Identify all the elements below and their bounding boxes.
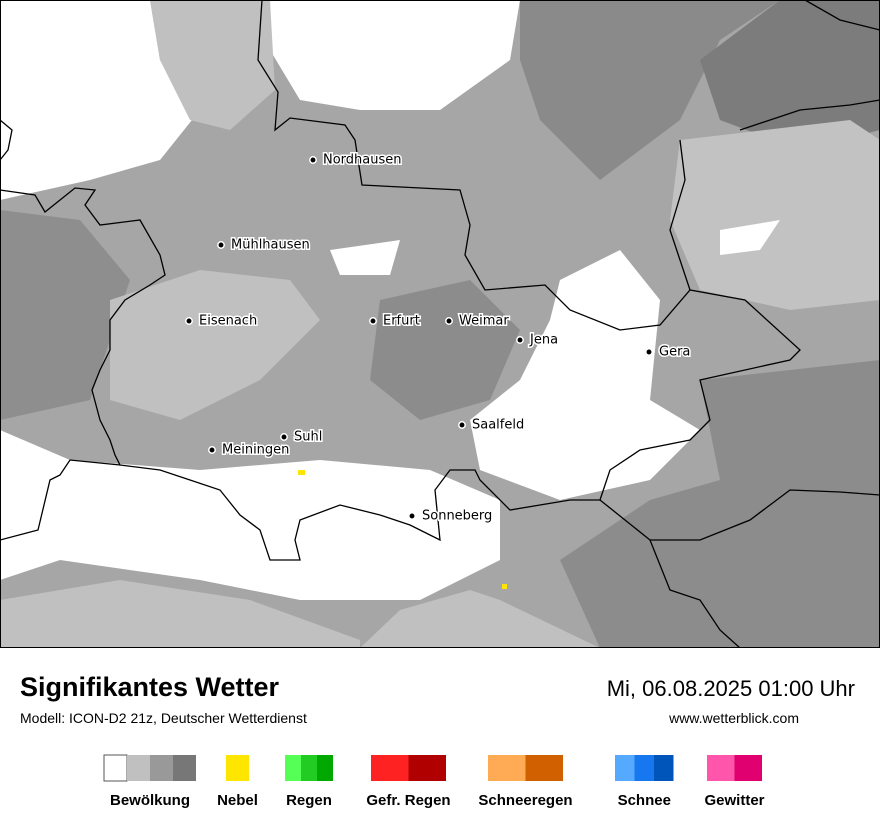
- city-label: Gera: [659, 345, 690, 360]
- legend-swatch: [615, 755, 635, 781]
- city-label: Mühlhausen: [231, 238, 310, 253]
- legend-swatch: [301, 755, 317, 781]
- legend-label: Gewitter: [704, 792, 764, 809]
- datetime: Mi, 06.08.2025 01:00 Uhr: [606, 676, 855, 701]
- clear-area: [720, 220, 780, 255]
- legend-swatch: [285, 755, 301, 781]
- city-label: Saalfeld: [472, 418, 524, 433]
- city-dot: [445, 317, 453, 325]
- city-dot: [217, 241, 225, 249]
- title: Signifikantes Wetter: [20, 672, 280, 702]
- cloud-light: [670, 120, 880, 310]
- clear-area: [0, 0, 200, 200]
- legend-label: Regen: [286, 792, 332, 809]
- legend-label: Gefr. Regen: [366, 792, 450, 809]
- clear-area: [330, 240, 400, 275]
- cloud-light: [150, 0, 275, 130]
- city-dot: [208, 446, 216, 454]
- legend-label: Schneeregen: [478, 792, 572, 809]
- fog-pixel: [502, 584, 507, 589]
- website: www.wetterblick.com: [669, 710, 799, 726]
- cloud-light: [0, 580, 360, 648]
- city-dot: [309, 156, 317, 164]
- cloud-medium: [370, 280, 520, 420]
- legend-swatch: [173, 755, 196, 781]
- legend-swatch: [488, 755, 526, 781]
- cloud-dark: [700, 0, 880, 150]
- cloud-light: [110, 270, 320, 420]
- cities: Nordhausen Mühlhausen Eisenach Erfurt Weimar…: [185, 151, 692, 525]
- legend-swatch: [707, 755, 735, 781]
- legend-label: Bewölkung: [110, 792, 190, 809]
- city-label: Jena: [529, 333, 558, 348]
- cloud-medium: [0, 210, 130, 420]
- legend-swatch: [103, 754, 128, 782]
- city-dot: [408, 512, 416, 520]
- legend-swatch: [127, 755, 150, 781]
- city-label: Eisenach: [199, 314, 257, 329]
- legend-swatch: [634, 755, 654, 781]
- fog-pixel: [298, 470, 305, 475]
- legend-swatch: [317, 755, 333, 781]
- city-dot: [185, 317, 193, 325]
- clear-area: [470, 250, 700, 500]
- legend-label: Nebel: [217, 792, 258, 809]
- legend-swatch: [150, 755, 173, 781]
- borders: [0, 0, 880, 648]
- legend-swatch: [408, 755, 446, 781]
- legend-swatch: [525, 755, 563, 781]
- city-dot: [516, 336, 524, 344]
- cloud-medium: [520, 0, 780, 180]
- city-label: Erfurt: [383, 314, 420, 329]
- cloud-medium: [560, 360, 880, 648]
- city-dot: [280, 433, 288, 441]
- legend: Bewölkung Nebel Regen Gefr. Regen Schneerege…: [103, 754, 765, 809]
- city-dot: [369, 317, 377, 325]
- subtitle: Modell: ICON-D2 21z, Deutscher Wetterdie…: [20, 710, 307, 726]
- legend-swatch: [654, 755, 674, 781]
- city-dot: [458, 421, 466, 429]
- city-dot: [645, 348, 653, 356]
- clear-area: [0, 430, 500, 600]
- clear-area: [270, 0, 520, 110]
- city-label: Weimar: [459, 314, 509, 329]
- city-label: Suhl: [294, 430, 322, 445]
- map: Nordhausen Mühlhausen Eisenach Erfurt Weimar…: [0, 0, 880, 648]
- legend-swatch: [226, 755, 249, 781]
- city-label: Nordhausen: [323, 153, 402, 168]
- city-label: Meiningen: [222, 443, 289, 458]
- legend-swatch: [371, 755, 409, 781]
- city-label: Sonneberg: [422, 509, 492, 524]
- cloud-light: [360, 590, 600, 648]
- legend-swatch: [734, 755, 762, 781]
- legend-label: Schnee: [618, 792, 671, 809]
